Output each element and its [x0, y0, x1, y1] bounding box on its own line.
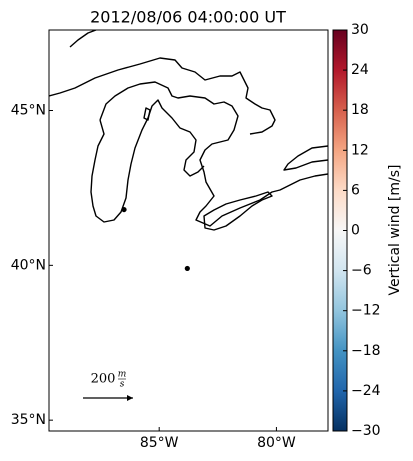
key-value: 200	[91, 372, 116, 387]
coastlines	[49, 30, 328, 231]
colorbar-tick-label: 12	[351, 142, 369, 158]
y-tick-label: 45°N	[11, 103, 46, 119]
station	[121, 206, 127, 213]
coastline	[69, 30, 97, 48]
y-tick-label: 35°N	[11, 412, 46, 428]
coastline	[283, 145, 328, 171]
key-unit-num: m	[118, 370, 127, 380]
colorbar-tick-label: −6	[351, 263, 372, 279]
colorbar-tick-label: −12	[351, 303, 381, 319]
key-arrowhead	[127, 395, 133, 401]
colorbar-tick-label: 18	[351, 102, 369, 118]
colorbar-tick-label: 24	[351, 62, 369, 78]
colorbar-tick-label: 6	[351, 182, 360, 198]
coastline	[49, 57, 276, 135]
colorbar-tick-label: 30	[351, 22, 369, 38]
coastline	[203, 191, 273, 231]
colorbar-tick-label: −18	[351, 343, 381, 359]
x-tick-label: 85°W	[140, 435, 179, 451]
colorbar-tick-label: −30	[351, 423, 381, 439]
colorbar-tick-label: 0	[351, 223, 360, 239]
x-tick-label: 80°W	[257, 435, 296, 451]
chart-title: 2012/08/06 04:00:00 UT	[90, 8, 286, 27]
coastline	[90, 99, 205, 223]
map-frame	[48, 29, 329, 432]
coastline	[143, 107, 151, 121]
key-unit-den: s	[120, 380, 125, 390]
station	[184, 265, 190, 272]
colorbar-tick-label: −24	[351, 383, 381, 399]
coastline	[99, 81, 328, 227]
y-tick-label: 40°N	[11, 257, 46, 273]
colorbar-label: Vertical wind [m/s]	[387, 165, 403, 296]
